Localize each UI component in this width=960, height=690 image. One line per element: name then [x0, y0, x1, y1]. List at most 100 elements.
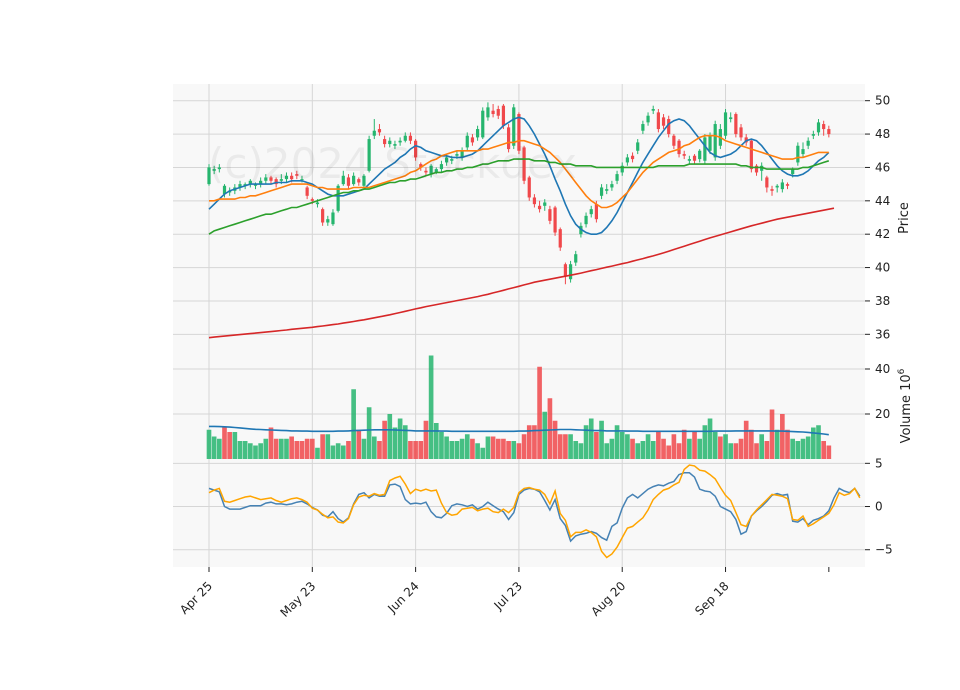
volume-axis-label: Volume 106: [897, 368, 914, 443]
candle-body-up: [352, 175, 356, 185]
candle-body-up: [300, 179, 304, 181]
volume-bar: [253, 445, 258, 459]
candle-body-up: [445, 157, 449, 163]
candle-body-up: [723, 112, 728, 136]
volume-bar: [666, 445, 672, 459]
candle-body-down: [321, 209, 325, 223]
candle-body-up: [698, 150, 702, 160]
candle-body-up: [439, 164, 444, 170]
candle-body-down: [594, 204, 598, 220]
candle-body-up: [796, 145, 800, 163]
candle-body-up: [284, 175, 289, 180]
candle-body-up: [315, 202, 320, 205]
candle-body-down: [269, 177, 273, 181]
price-y-tick-label: 36: [875, 327, 890, 341]
volume-bar: [480, 447, 486, 459]
volume-bar: [645, 434, 651, 459]
candle-body-up: [460, 150, 464, 158]
candle-body-down: [558, 229, 562, 248]
volume-bar: [754, 443, 759, 459]
candle-body-up: [259, 180, 263, 185]
volume-bar: [454, 441, 460, 459]
candle-body-up: [646, 115, 650, 123]
volume-bar: [728, 443, 734, 459]
ma-20-line: [209, 134, 829, 209]
volume-bar: [418, 441, 424, 459]
volume-bar: [671, 434, 677, 459]
osc-y-tick-label: −5: [875, 543, 893, 557]
volume-bar: [749, 429, 754, 459]
volume-bar: [242, 441, 248, 459]
candle-body-up: [341, 175, 345, 185]
volume-bar: [227, 432, 232, 459]
candle-body-up: [388, 140, 392, 145]
volume-bar: [795, 441, 801, 459]
candle-body-up: [641, 124, 645, 131]
candle-body-up: [248, 180, 252, 185]
volume-bar: [588, 418, 594, 459]
candle-body-up: [512, 107, 516, 146]
candle-body-up: [212, 169, 216, 171]
candle-body-up: [589, 209, 593, 215]
volume-bar: [635, 443, 641, 459]
volume-bar: [650, 441, 656, 459]
candle-body-down: [305, 187, 309, 196]
osc-y-tick-label: 0: [875, 500, 883, 514]
candle-body-up: [455, 154, 459, 156]
volume-bar: [707, 418, 713, 459]
candle-body-up: [393, 144, 397, 146]
volume-bar: [681, 429, 687, 459]
volume-bar: [237, 441, 243, 459]
volume-bar: [408, 441, 413, 459]
candle-body-down: [563, 264, 568, 276]
volume-bar: [387, 414, 393, 459]
candle-body-down: [501, 105, 506, 126]
volume-bar: [346, 441, 351, 459]
price-y-tick-label: 46: [875, 160, 890, 174]
volume-bar: [402, 425, 408, 459]
candle-body-down: [532, 197, 537, 205]
volume-bar: [206, 429, 212, 459]
price-axis-label: Price: [897, 202, 912, 234]
volume-bar: [284, 438, 289, 459]
candle-body-up: [599, 187, 604, 196]
candle-body-up: [610, 184, 614, 188]
volume-bar: [552, 420, 558, 459]
ma-200-line: [208, 207, 835, 339]
candle-body-down: [765, 177, 769, 188]
volume-bar: [428, 355, 434, 459]
candle-body-down: [667, 119, 671, 135]
candle-body-up: [775, 185, 779, 188]
volume-bar: [800, 438, 806, 459]
volume-bar: [470, 438, 475, 459]
price-y-tick-label: 38: [875, 294, 890, 308]
volume-bar: [521, 434, 527, 459]
volume-bar: [356, 429, 362, 459]
candle-body-up: [279, 179, 283, 181]
candle-body-down: [408, 135, 413, 141]
volume-bar: [294, 441, 300, 459]
x-tick-label: Aug 20: [588, 579, 628, 619]
volume-bar: [490, 436, 496, 459]
volume-ma-line: [209, 425, 829, 436]
volume-bar: [630, 438, 635, 459]
price-panel: 36 38 40 42 44 46 48 50: [173, 84, 890, 351]
osc-y-tick-label: 5: [875, 456, 883, 470]
candle-body-down: [656, 112, 660, 130]
candle-body-down: [739, 127, 743, 138]
candle-body-up: [326, 219, 330, 223]
candle-body-up: [780, 182, 784, 190]
candle-body-down: [470, 137, 475, 143]
volume-bar: [222, 427, 227, 459]
volume-bar: [676, 443, 682, 459]
volume-bar: [413, 441, 418, 459]
candle-body-up: [264, 177, 268, 181]
volume-bar: [217, 438, 222, 459]
volume-bar: [790, 438, 796, 459]
volume-bar: [640, 441, 646, 459]
price-y-tick-label: 50: [875, 94, 890, 108]
volume-bar: [485, 436, 491, 459]
candle-body-down: [754, 165, 759, 173]
